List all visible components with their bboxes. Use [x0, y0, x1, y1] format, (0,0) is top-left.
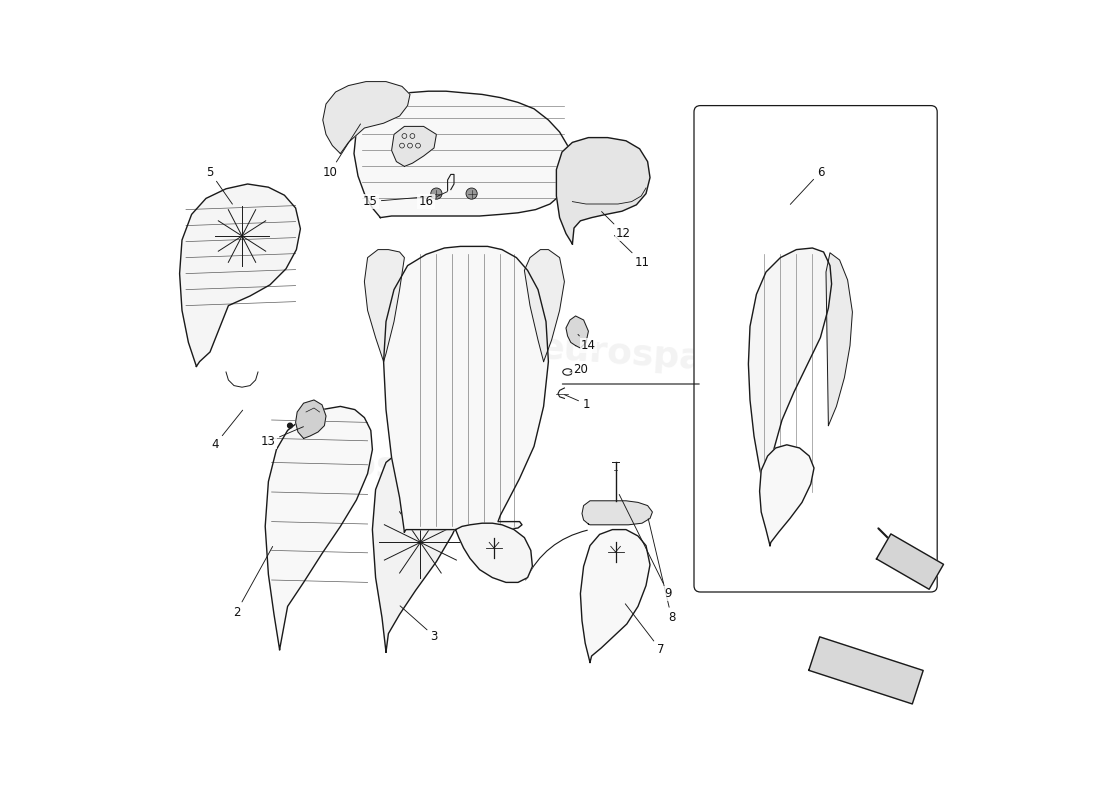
Text: 16: 16: [418, 191, 448, 208]
Text: 20: 20: [570, 363, 587, 376]
Polygon shape: [296, 400, 326, 438]
FancyBboxPatch shape: [694, 106, 937, 592]
Text: 6: 6: [790, 166, 824, 204]
Circle shape: [431, 188, 442, 199]
Polygon shape: [581, 530, 650, 662]
Polygon shape: [265, 406, 373, 650]
Circle shape: [304, 418, 308, 423]
Text: 9: 9: [619, 494, 672, 600]
Polygon shape: [808, 637, 923, 704]
Text: 11: 11: [615, 235, 649, 269]
Text: 4: 4: [212, 410, 243, 450]
Text: 3: 3: [400, 606, 438, 642]
Text: eurospares: eurospares: [283, 443, 514, 493]
Text: eurospares: eurospares: [539, 331, 769, 381]
Polygon shape: [373, 444, 469, 652]
Text: 7: 7: [625, 604, 664, 656]
Polygon shape: [392, 126, 437, 166]
Text: 13: 13: [261, 426, 304, 448]
Polygon shape: [877, 534, 944, 590]
Circle shape: [466, 188, 477, 199]
Polygon shape: [354, 91, 572, 218]
Text: 5: 5: [207, 166, 232, 204]
Text: 10: 10: [322, 124, 361, 178]
Text: 2: 2: [233, 546, 273, 618]
Ellipse shape: [563, 369, 572, 375]
Polygon shape: [582, 501, 652, 525]
Polygon shape: [179, 184, 300, 366]
Text: 1: 1: [564, 394, 590, 410]
Text: 14: 14: [578, 334, 596, 352]
Circle shape: [320, 417, 324, 422]
Polygon shape: [384, 246, 549, 532]
Text: 15: 15: [363, 195, 433, 208]
Polygon shape: [760, 445, 814, 546]
Polygon shape: [364, 250, 405, 362]
Text: 8: 8: [648, 518, 675, 624]
Polygon shape: [557, 138, 650, 244]
Polygon shape: [748, 248, 832, 498]
Polygon shape: [455, 523, 532, 582]
Text: 12: 12: [602, 211, 631, 240]
Polygon shape: [322, 82, 410, 154]
Polygon shape: [525, 250, 564, 362]
Circle shape: [287, 423, 293, 428]
Polygon shape: [826, 253, 852, 426]
Polygon shape: [566, 316, 588, 348]
